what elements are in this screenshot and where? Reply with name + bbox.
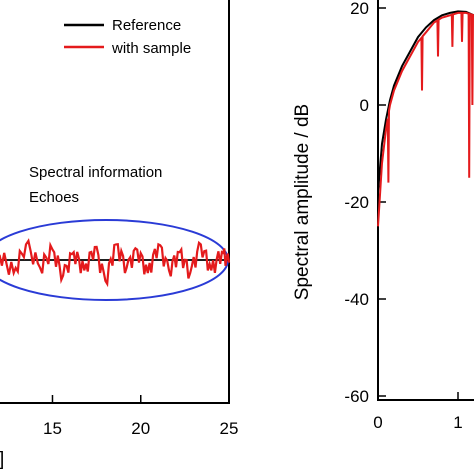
left-series-line-with-sample [0,238,231,288]
right-y-tick-label: -40 [344,290,369,309]
left-x-axis-label-fragment: ] [0,449,4,470]
legend-label-reference: Reference [112,17,181,34]
right-series-line-reference [377,10,474,193]
left-x-tick-label: 15 [43,419,62,438]
right-series-line-with-sample [377,11,474,227]
right-x-tick-label: 0 [373,413,382,432]
left-plot-frame [0,0,230,404]
right-y-tick-label: 20 [350,0,369,18]
legend-label-with-sample: with sample [111,40,191,57]
right-x-tick-label: 1 [453,413,462,432]
left-x-tick-label: 20 [131,419,150,438]
left-x-tick-label: 25 [220,419,239,438]
right-plot-frame [377,0,474,401]
right-y-ticks: 20 0 -20 -40 -60 [344,0,386,406]
annotation-echoes: Echoes [29,189,79,206]
annotation-spectral-information: Spectral information [29,164,162,181]
right-y-tick-label: -20 [344,193,369,212]
left-panel: 15 20 25 ] Reference with sample Spectral … [0,0,238,470]
right-y-tick-label: 0 [360,96,369,115]
legend: Reference with sample [64,17,191,57]
right-y-tick-label: -60 [344,387,369,406]
right-y-axis-title: Spectral amplitude / dB [292,104,313,300]
left-x-ticks: 15 20 25 [43,395,238,438]
